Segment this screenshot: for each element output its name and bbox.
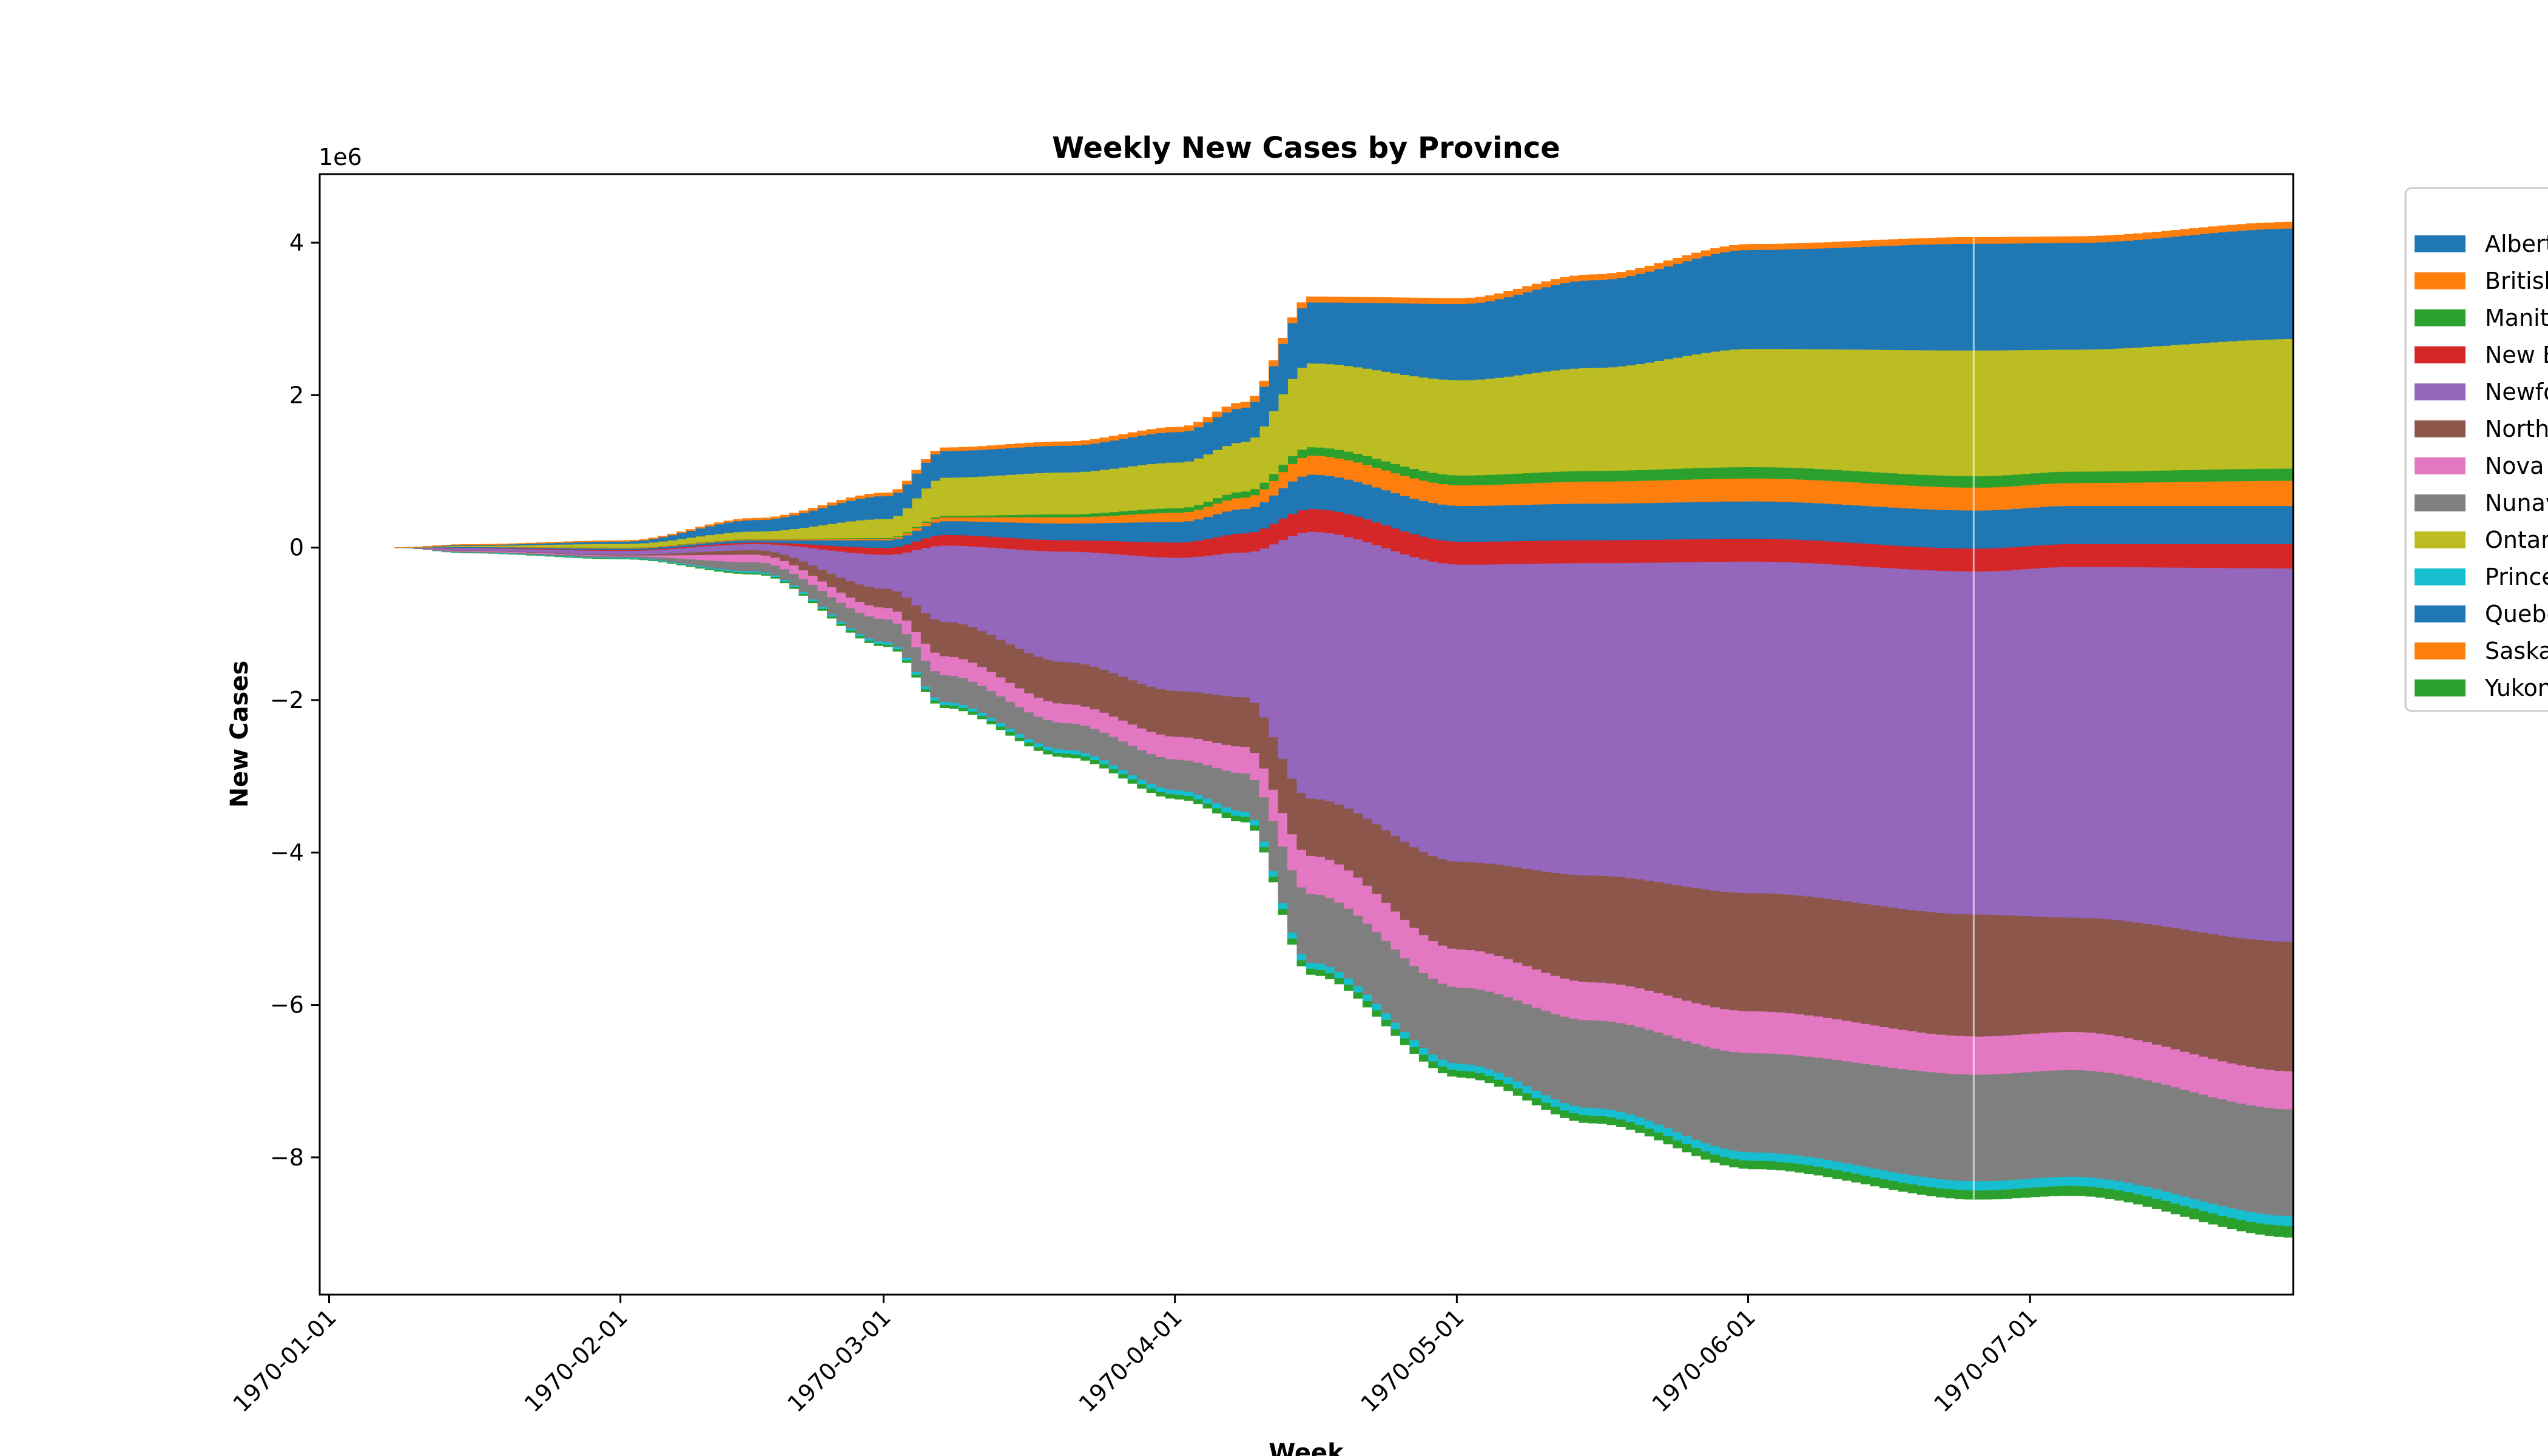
legend-swatch — [2415, 494, 2465, 511]
legend-label: New Brunswick — [2485, 342, 2548, 368]
y-tick-label: −6 — [270, 992, 304, 1019]
legend-label: Alberta — [2485, 231, 2548, 257]
legend-swatch — [2415, 568, 2465, 585]
y-tick-label: 2 — [289, 382, 304, 408]
legend-label: Newfoundland and Labrador — [2485, 379, 2548, 405]
x-tick-label: 1970-04-01 — [1074, 1304, 1187, 1417]
legend-swatch — [2415, 346, 2465, 363]
legend-swatch — [2415, 235, 2465, 252]
legend-frame — [2404, 187, 2548, 712]
y-axis: 4 2 0 −2 −4 −6 −8 — [270, 229, 320, 1171]
legend-swatch — [2415, 272, 2465, 289]
x-tick-label: 1970-05-01 — [1355, 1304, 1469, 1417]
plot-frame — [318, 173, 2294, 1296]
legend-swatch — [2415, 309, 2465, 326]
legend-swatch — [2415, 642, 2465, 659]
x-axis-label: Week — [1269, 1439, 1344, 1456]
x-tick-label: 1970-02-01 — [519, 1304, 633, 1417]
x-tick-label: 1970-06-01 — [1647, 1304, 1761, 1417]
legend-swatch — [2415, 457, 2465, 474]
y-tick-label: −8 — [270, 1144, 304, 1171]
stream-layers — [394, 221, 2293, 1238]
legend-label: British Columbia — [2485, 268, 2548, 294]
x-tick-label: 1970-01-01 — [228, 1304, 342, 1417]
x-axis: 1970-01-01 1970-02-01 1970-03-01 1970-04-01… — [228, 1295, 2043, 1418]
y-offset-label: 1e6 — [318, 144, 362, 170]
legend-label: Nova Scotia — [2485, 453, 2548, 479]
x-tick-label: 1970-03-01 — [783, 1304, 896, 1417]
legend-swatch — [2415, 383, 2465, 400]
y-tick-label: −4 — [270, 839, 304, 866]
chart-title: Weekly New Cases by Province — [1052, 131, 1560, 165]
y-tick-label: 4 — [289, 229, 304, 256]
legend-label: Yukon — [2484, 675, 2548, 701]
y-tick-label: −2 — [270, 687, 304, 713]
legend: Alberta British Columbia Manitoba New Bruns… — [2404, 187, 2548, 712]
legend-label: Ontario — [2485, 527, 2548, 553]
y-tick-label: 0 — [289, 534, 304, 561]
legend-swatch — [2415, 679, 2465, 696]
legend-swatch — [2415, 420, 2465, 437]
legend-label: Quebec — [2485, 601, 2548, 627]
legend-label: Manitoba — [2485, 305, 2548, 331]
legend-label: Saskatchewan — [2485, 638, 2548, 664]
legend-label: Northwest Territories — [2485, 416, 2548, 442]
y-axis-label: New Cases — [226, 661, 254, 808]
legend-swatch — [2415, 605, 2465, 622]
legend-label: Prince Edward Island — [2485, 564, 2548, 590]
legend-swatch — [2415, 531, 2465, 548]
x-tick-label: 1970-07-01 — [1929, 1304, 2042, 1417]
stream-british-columbia — [394, 221, 2293, 548]
legend-label: Nunavut — [2485, 490, 2548, 516]
